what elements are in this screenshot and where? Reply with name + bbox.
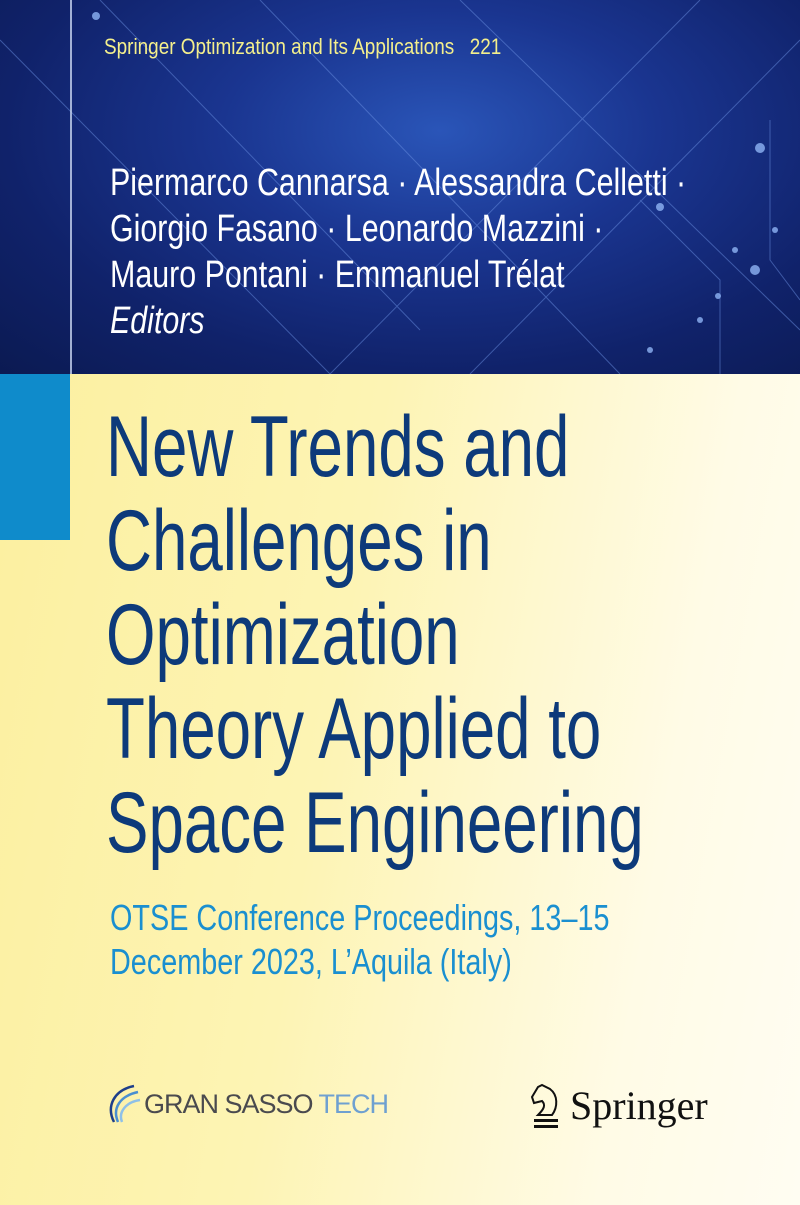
gran-sasso-tech-logo: GRAN SASSO TECH xyxy=(104,1082,389,1126)
editors-role: Editors xyxy=(110,300,205,342)
editors-block: Piermarco Cannarsa · Alessandra Celletti… xyxy=(110,160,800,344)
cover-top-panel xyxy=(0,0,800,374)
series-number: 221 xyxy=(469,34,502,59)
editors-line: Piermarco Cannarsa · Alessandra Celletti… xyxy=(110,162,687,204)
logo-text-gran-sasso: GRAN SASSO xyxy=(144,1088,314,1119)
title-line: Theory Applied to xyxy=(106,681,602,777)
title-line: Optimization xyxy=(106,587,460,683)
series-name: Springer Optimization and Its Applicatio… xyxy=(104,34,455,59)
editors-line: Mauro Pontani · Emmanuel Trélat xyxy=(110,254,565,296)
accent-bar xyxy=(0,374,70,540)
knight-icon xyxy=(530,1083,558,1128)
subtitle-line: December 2023, L’Aquila (Italy) xyxy=(110,941,512,982)
title-line: Space Engineering xyxy=(106,775,644,871)
divider-line xyxy=(70,0,72,374)
title-line: Challenges in xyxy=(106,493,492,589)
springer-logo: Springer xyxy=(528,1082,708,1129)
logo-text-tech: TECH xyxy=(318,1088,389,1119)
editors-line: Giorgio Fasano · Leonardo Mazzini · xyxy=(110,208,604,250)
subtitle-line: OTSE Conference Proceedings, 13–15 xyxy=(110,897,610,938)
book-title: New Trends and Challenges in Optimizatio… xyxy=(106,400,800,870)
series-title: Springer Optimization and Its Applicatio… xyxy=(104,34,501,60)
book-subtitle: OTSE Conference Proceedings, 13–15 Decem… xyxy=(110,896,734,984)
publisher-name: Springer xyxy=(570,1083,708,1128)
circuit-background xyxy=(0,0,800,374)
title-line: New Trends and xyxy=(106,399,570,495)
swoosh-icon xyxy=(109,1084,141,1123)
